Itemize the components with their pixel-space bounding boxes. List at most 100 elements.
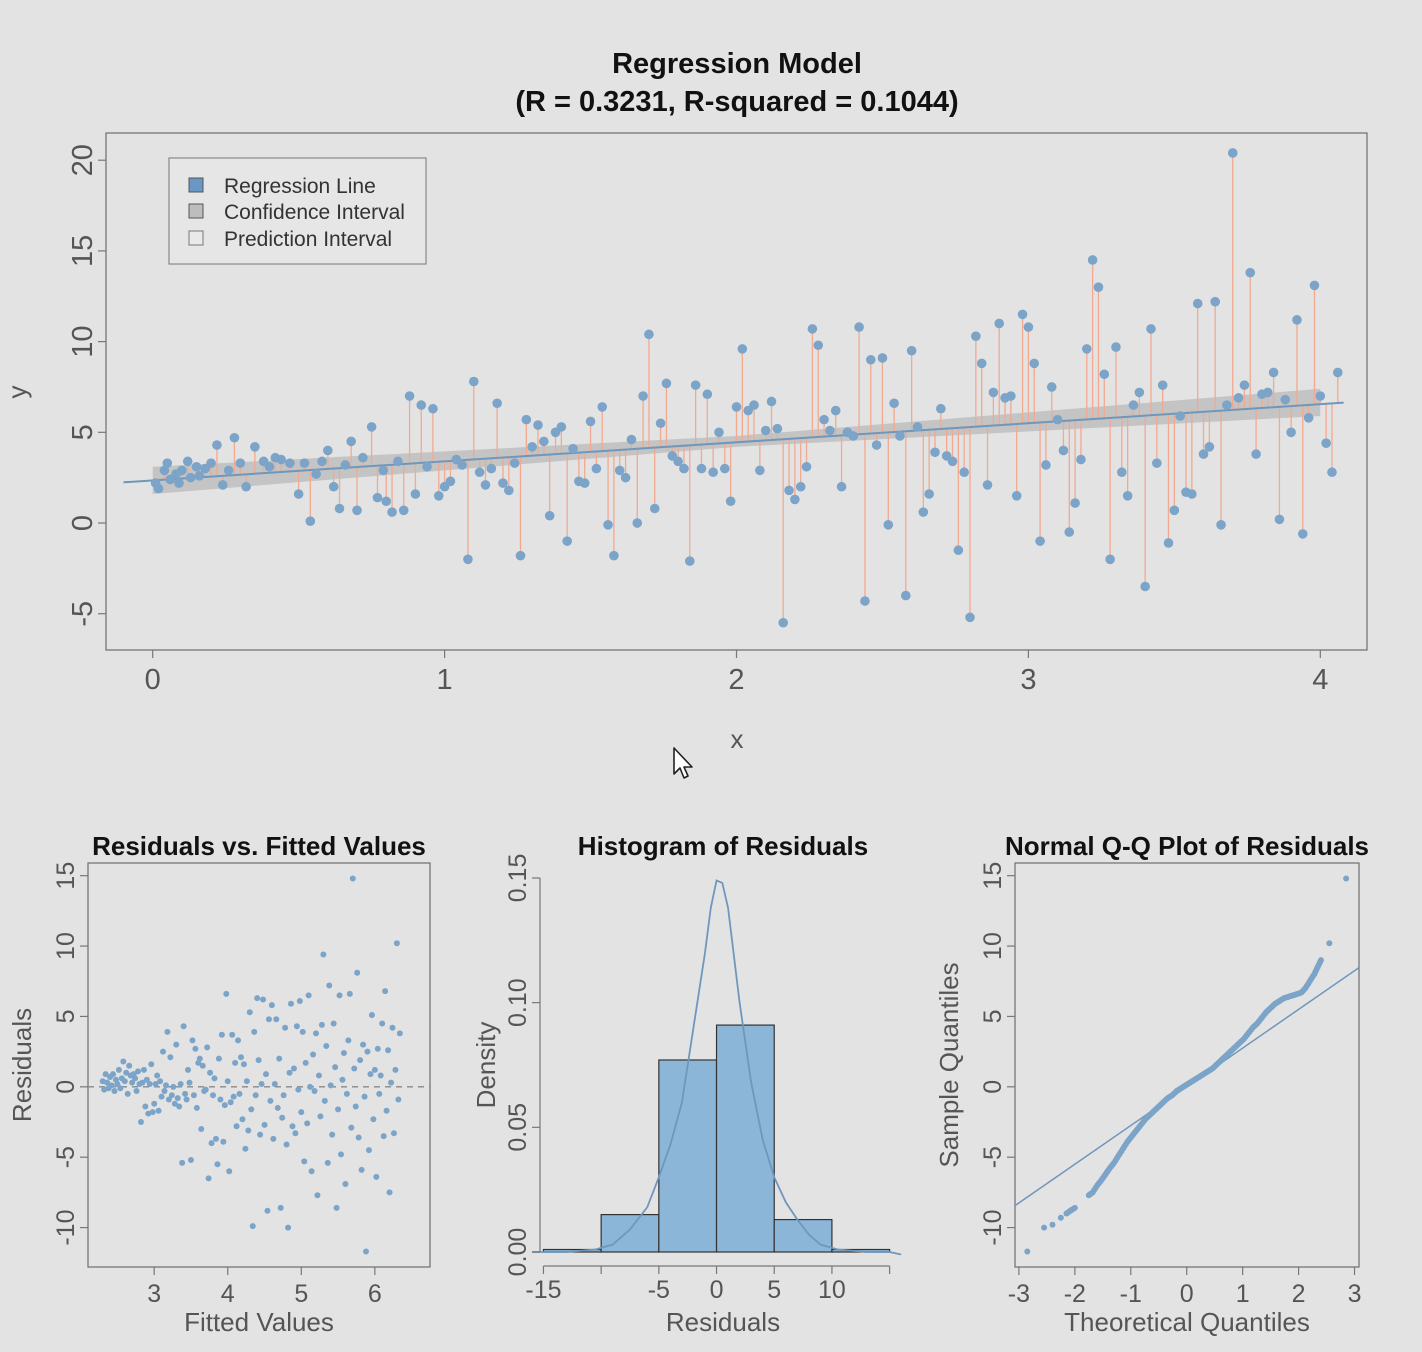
residual-point [389, 1024, 396, 1031]
data-point [860, 596, 870, 606]
residual-point [379, 1020, 386, 1027]
residual-point [158, 1093, 165, 1100]
data-point [579, 478, 590, 488]
data-point [311, 469, 321, 479]
data-point [1222, 400, 1232, 410]
data-point [778, 617, 789, 628]
data-point [1099, 369, 1110, 380]
data-point [1064, 527, 1075, 537]
regression-subtitle: (R = 0.3231, R-squared = 0.1044) [515, 86, 958, 118]
data-point [1286, 427, 1296, 438]
data-point [766, 396, 777, 407]
x-tick-label: 2 [728, 664, 744, 696]
data-point [1087, 255, 1098, 265]
plot-box [1014, 862, 1360, 1268]
data-point [1333, 367, 1343, 378]
data-point [825, 425, 835, 436]
residual-point [320, 951, 327, 958]
regression-panel: Regression Model (R = 0.3231, R-squared … [2, 48, 1368, 754]
data-point [976, 358, 987, 369]
residual-segments [154, 152, 1339, 623]
residual-point [298, 1109, 305, 1116]
qq-point [1326, 940, 1333, 947]
data-point [1011, 491, 1022, 501]
data-point [1187, 489, 1197, 499]
residual-point [251, 1028, 258, 1035]
residual-point [307, 1083, 314, 1090]
residual-point [249, 1223, 256, 1230]
data-point [527, 442, 537, 452]
residual-point [114, 1081, 121, 1088]
data-point [609, 550, 619, 561]
x-tick-label: -15 [525, 1276, 561, 1304]
data-point [836, 481, 847, 492]
residual-point [393, 940, 400, 947]
x-tick-label: -5 [648, 1276, 670, 1304]
data-point [1321, 438, 1331, 449]
residual-point [137, 1119, 144, 1126]
qq-point [1343, 875, 1350, 882]
data-point [217, 480, 228, 490]
residual-point [185, 1066, 192, 1073]
data-point [795, 481, 806, 492]
residual-point [326, 982, 333, 989]
data-point [568, 443, 578, 454]
residual-point [371, 1066, 378, 1073]
data-point [457, 460, 467, 470]
residual-point [286, 1069, 293, 1076]
data-point [428, 403, 438, 414]
data-point [241, 481, 251, 492]
residual-point [332, 1064, 339, 1071]
x-tick-label: 4 [221, 1280, 235, 1308]
residual-point [210, 1092, 217, 1099]
y-tick-label: -10 [52, 1210, 80, 1246]
data-point [1204, 442, 1215, 452]
data-point [912, 422, 923, 432]
residual-point [310, 1051, 317, 1058]
residual-point [363, 1248, 370, 1255]
residual-point [382, 988, 389, 995]
data-point [250, 442, 260, 452]
residual-point [287, 1000, 294, 1007]
residual-point [121, 1078, 128, 1085]
residual-point [355, 1134, 362, 1141]
data-point [1251, 449, 1261, 459]
data-point [544, 510, 555, 521]
residual-point [162, 1082, 169, 1089]
residual-point [280, 1092, 287, 1099]
data-point [206, 458, 216, 468]
data-point [153, 483, 164, 494]
residual-point [187, 1157, 194, 1164]
x-axis-ticks: -15 -5 0 5 10 [525, 1265, 891, 1304]
regression-line [123, 401, 1344, 484]
residual-point [333, 1204, 340, 1211]
y-tick-label: -10 [979, 1210, 1007, 1246]
qq-points [1024, 875, 1350, 1255]
data-point [1029, 358, 1040, 369]
residual-point [111, 1088, 118, 1095]
data-point [177, 465, 187, 476]
y-tick-label: 10 [67, 325, 99, 357]
x-tick-label: 0 [145, 664, 161, 696]
data-point [655, 418, 666, 429]
data-point [737, 344, 748, 354]
data-point [1216, 520, 1226, 530]
x-axis-label: Theoretical Quantiles [1064, 1307, 1310, 1337]
data-point [393, 456, 403, 467]
residual-point [199, 1062, 206, 1069]
data-point [807, 324, 818, 334]
data-point [1081, 344, 1092, 354]
residual-point [218, 1031, 225, 1038]
residual-point [313, 1030, 319, 1037]
data-point [276, 454, 286, 465]
data-point [305, 516, 316, 527]
data-point [784, 485, 794, 496]
legend-swatch-prediction [188, 230, 204, 246]
data-point [1297, 529, 1308, 539]
data-point [422, 461, 432, 472]
x-axis-ticks: 0 1 2 3 4 [145, 650, 1328, 696]
residual-point [324, 1159, 331, 1166]
x-tick-label: 2 [1292, 1280, 1306, 1308]
residual-points [99, 875, 403, 1255]
residual-point [220, 1138, 227, 1145]
